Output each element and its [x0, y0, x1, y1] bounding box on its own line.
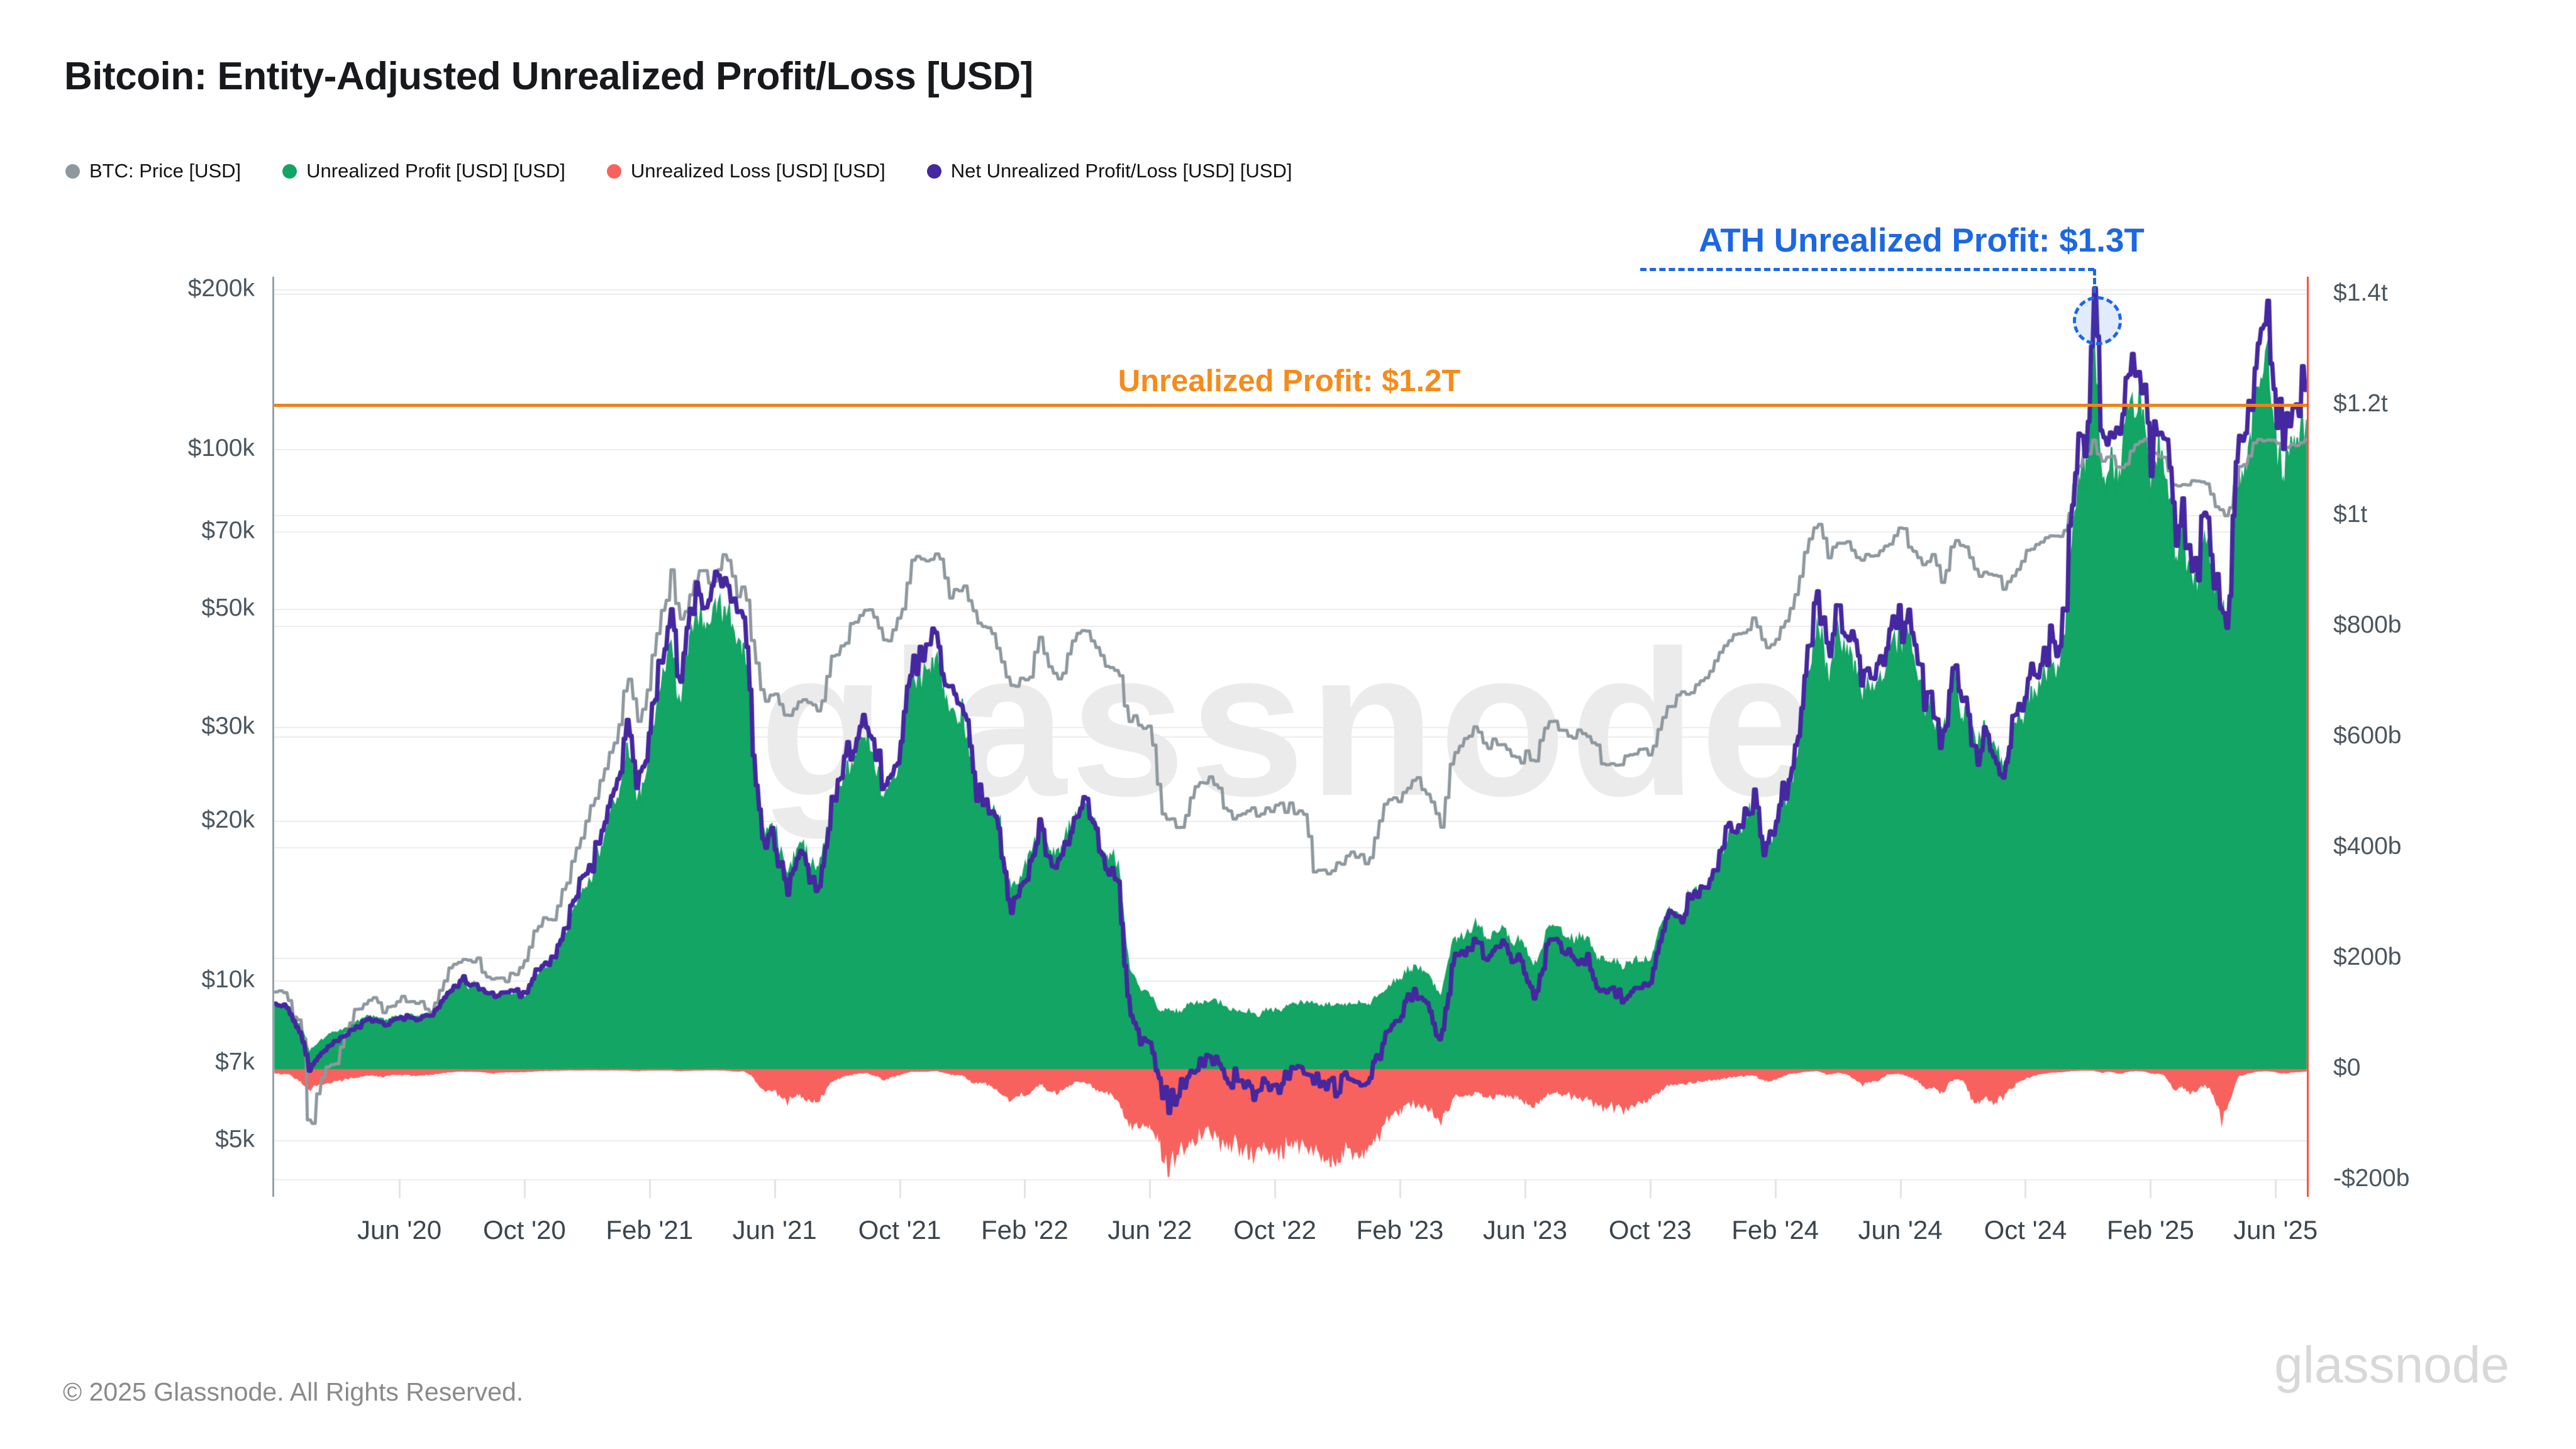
y-axis-right-tick-label: $200b	[2333, 943, 2402, 970]
glassnode-logo: glassnode	[2274, 1336, 2509, 1394]
x-axis-tick-label: Oct '20	[483, 1215, 566, 1245]
x-axis-tick-label: Jun '24	[1858, 1215, 1943, 1245]
x-axis-tick-label: Jun '23	[1482, 1215, 1567, 1245]
y-axis-left-tick-label: $30k	[201, 712, 255, 740]
y-axis-left-tick-label: $10k	[201, 966, 255, 993]
y-axis-right-tick-label: $0	[2333, 1054, 2361, 1081]
y-axis-right-tick-label: $800b	[2333, 611, 2402, 638]
y-axis-left-tick-label: $50k	[201, 594, 255, 622]
x-axis-tick-label: Jun '25	[2233, 1215, 2318, 1245]
y-axis-right-tick-label: $600b	[2333, 722, 2402, 749]
y-axis-right-tick-label: $1t	[2333, 501, 2368, 528]
ath-highlight-circle	[2072, 296, 2122, 346]
y-axis-right-tick-label: $400b	[2333, 833, 2402, 860]
x-axis-tick-label: Feb '22	[981, 1215, 1069, 1245]
y-axis-left-tick-label: $100k	[187, 435, 255, 462]
x-axis-tick-label: Oct '21	[858, 1215, 941, 1245]
y-axis-left-tick-label: $200k	[187, 274, 255, 302]
y-axis-right-tick-label: $1.2t	[2333, 390, 2388, 417]
x-axis-tick-label: Oct '23	[1608, 1215, 1692, 1245]
ath-annotation-underline	[1640, 268, 2094, 271]
x-axis-tick-label: Feb '23	[1356, 1215, 1444, 1245]
ath-annotation-connector	[2092, 269, 2096, 294]
x-axis-tick-label: Oct '22	[1233, 1215, 1317, 1245]
x-axis-tick-label: Oct '24	[1984, 1215, 2067, 1245]
unrealized-profit-threshold-label: Unrealized Profit: $1.2T	[1118, 364, 1461, 398]
y-axis-right-tick-label: $1.4t	[2333, 279, 2388, 306]
y-axis-left-tick-label: $5k	[215, 1126, 255, 1153]
copyright-text: © 2025 Glassnode. All Rights Reserved.	[63, 1377, 524, 1406]
y-axis-left-tick-label: $7k	[215, 1048, 255, 1075]
ath-annotation-label: ATH Unrealized Profit: $1.3T	[1699, 222, 2145, 259]
x-axis-tick-label: Jun '20	[357, 1215, 442, 1245]
y-axis-left-tick-label: $70k	[201, 516, 255, 544]
x-axis-tick-label: Jun '22	[1108, 1215, 1192, 1245]
x-axis-tick-label: Jun '21	[732, 1215, 817, 1245]
x-axis-tick-label: Feb '24	[1731, 1215, 1819, 1245]
x-axis-tick-label: Feb '21	[606, 1215, 694, 1245]
unrealized-profit-threshold-line	[274, 404, 2307, 407]
y-axis-line	[272, 277, 274, 1197]
x-axis-tick-label: Feb '25	[2106, 1215, 2194, 1245]
y-axis-right-tick-label: -$200b	[2333, 1165, 2410, 1192]
y-axis-left-tick-label: $20k	[201, 806, 255, 833]
latest-data-marker-line	[2307, 277, 2309, 1197]
